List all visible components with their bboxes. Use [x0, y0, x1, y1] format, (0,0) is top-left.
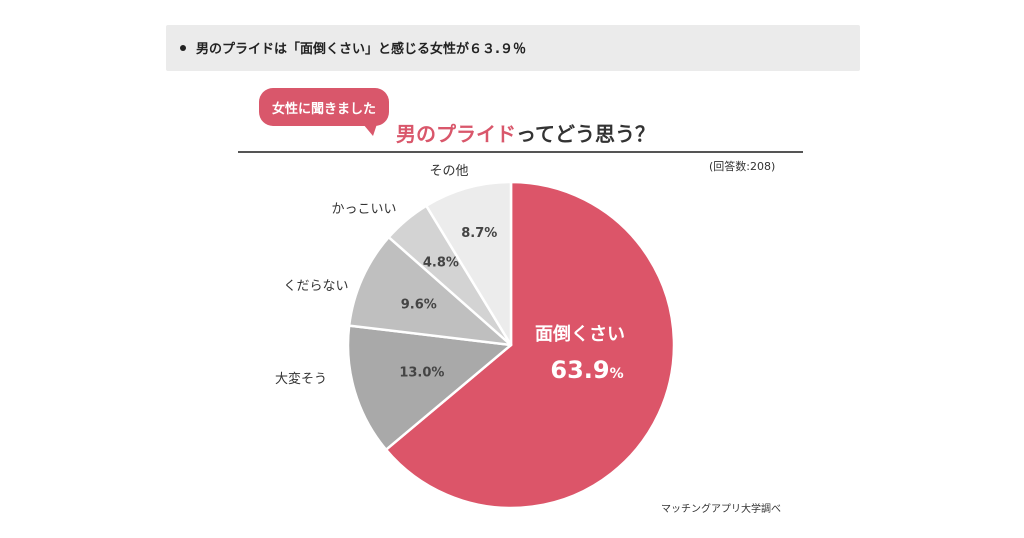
pie-slice	[346, 324, 513, 451]
pie-slice	[425, 180, 513, 347]
slice-label: 面倒くさい	[535, 324, 625, 345]
pie-slice	[384, 180, 676, 510]
slice-label: くだらない	[283, 279, 348, 294]
pie-slice	[347, 235, 513, 347]
question-accent: 男のプライド	[396, 122, 516, 146]
title-divider	[238, 151, 803, 153]
bubble-text: 女性に聞きました	[271, 101, 376, 117]
slice-value: 4.8%	[423, 255, 459, 270]
slice-value: 13.0%	[399, 366, 444, 381]
speech-bubble-tail	[363, 124, 377, 136]
slice-value: 8.7%	[461, 226, 497, 241]
slice-label: その他	[429, 164, 468, 179]
slice-label: 大変そう	[275, 371, 327, 387]
slice-label: かっこいい	[331, 202, 396, 217]
question-title: 男のプライドってどう思う？	[396, 118, 655, 147]
question-rest: ってどう思う？	[516, 122, 655, 146]
summary-box: 男のプライドは「面倒くさい」と感じる女性が６３.９％	[166, 25, 860, 71]
slice-value: 63.9%	[550, 356, 623, 384]
summary-text: 男のプライドは「面倒くさい」と感じる女性が６３.９％	[196, 42, 526, 57]
bullet-icon	[180, 45, 186, 51]
slice-value: 9.6%	[401, 298, 437, 313]
speech-bubble: 女性に聞きました	[259, 88, 389, 126]
source-credit: マッチングアプリ大学調べ	[661, 504, 781, 515]
respondent-count: (回答数:208)	[709, 160, 776, 173]
